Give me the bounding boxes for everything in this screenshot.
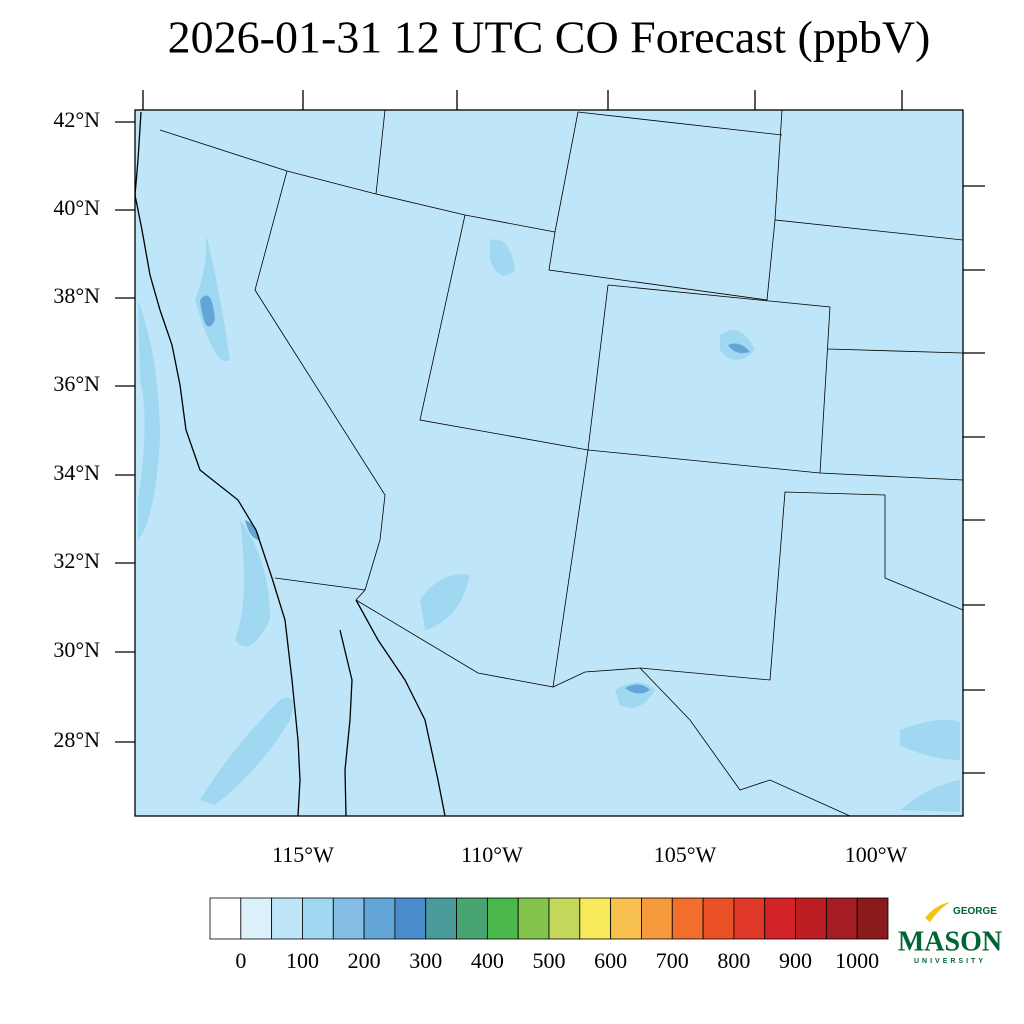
lon-label: 100°W [845,842,908,867]
colorbar-label: 800 [717,948,750,973]
colorbar-box [641,897,673,940]
colorbar-label: 200 [348,948,381,973]
borders [159,109,964,817]
colorbar-box [764,897,796,940]
colorbar-box [332,897,365,940]
colorbar-box [610,897,642,940]
colorbar-box [856,897,889,940]
lat-label: 32°N [53,548,100,573]
colorbar-box [702,897,735,940]
lat-label: 28°N [53,727,100,752]
colorbar-box [363,897,396,940]
logo-name: MASON [898,926,1002,957]
colorbar-label: 100 [286,948,319,973]
lon-label: 105°W [654,842,717,867]
map-field [135,110,963,816]
plume-cores [200,295,750,694]
lat-label: 38°N [53,283,100,308]
colorbar-label: 300 [409,948,442,973]
coastline [134,111,446,817]
title: 2026-01-31 12 UTC CO Forecast (ppbV) [168,12,931,63]
map [115,90,985,817]
colorbar-label: 600 [594,948,627,973]
logo-bottom: UNIVERSITY [914,958,986,965]
frame-ticks [115,90,985,774]
colorbar-box [548,897,581,940]
colorbar-box [302,897,334,940]
colorbar-box [486,897,519,940]
lat-label: 40°N [53,195,100,220]
colorbar-label: 700 [656,948,689,973]
colorbar-box [240,897,273,940]
colorbar-label: 900 [779,948,812,973]
colorbar-label: 1000 [835,948,879,973]
lat-label: 42°N [53,107,100,132]
colorbar-label: 0 [235,948,246,973]
colorbar-box [795,897,827,940]
colorbar-box [671,897,704,940]
map-frame [134,109,964,817]
colorbar-box [456,897,488,940]
lon-label: 110°W [461,842,523,867]
colorbar-box [271,897,303,940]
logo: GEORGE MASON UNIVERSITY [898,902,1002,965]
colorbar-box [825,897,858,940]
colorbar-box [394,897,427,940]
colorbar-box [579,897,612,940]
colorbar-box [209,897,242,940]
lat-label: 34°N [53,460,100,485]
colorbar-box [425,897,457,940]
colorbar-box [517,897,550,940]
lat-label: 30°N [53,637,100,662]
lat-label: 36°N [53,371,100,396]
colorbar-box [733,897,766,940]
colorbar-label: 500 [533,948,566,973]
logo-top: GEORGE [953,906,997,917]
colorbar: 0 100 200 300 400 500 600 700 800 900 1000 [209,897,889,973]
colorbar-label: 400 [471,948,504,973]
lon-label: 115°W [272,842,334,867]
